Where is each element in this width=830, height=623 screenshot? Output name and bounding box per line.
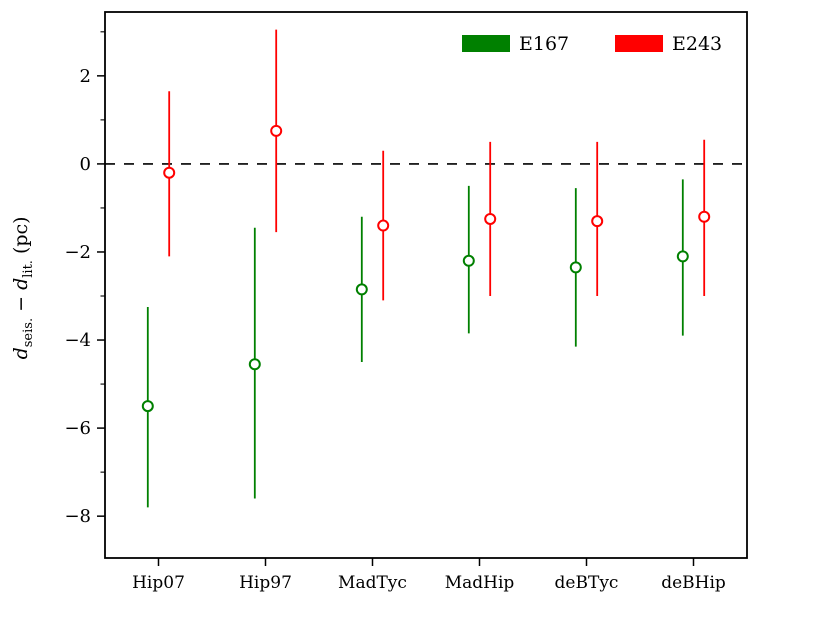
marker-E243-MadHip [484, 212, 497, 225]
marker-E167-MadTyc [355, 283, 368, 296]
marker-E243-Hip97 [270, 124, 283, 137]
axes-border [104, 11, 748, 559]
y-tick-label: −2 [64, 242, 91, 263]
y-tick-label: −4 [64, 330, 91, 351]
marker-E167-deBHip [676, 250, 689, 263]
y-tick-label: −8 [64, 506, 91, 527]
series-E243 [163, 29, 711, 301]
marker-E167-deBTyc [569, 261, 582, 274]
y-tick-label: 2 [80, 66, 91, 87]
marker-E243-Hip07 [163, 166, 176, 179]
x-tick-label-Hip07: Hip07 [132, 573, 185, 593]
legend-label-E167: E167 [519, 33, 569, 55]
marker-E167-Hip97 [248, 358, 261, 371]
marker-E243-deBTyc [591, 215, 604, 228]
x-tick-label-deBTyc: deBTyc [555, 573, 619, 593]
x-tick-label-MadTyc: MadTyc [338, 573, 407, 593]
legend-swatch-E167 [462, 35, 510, 52]
legend-swatch-E243 [615, 35, 663, 52]
series-E167 [141, 179, 689, 508]
legend-item-E243: E243 [615, 33, 722, 55]
legend-item-E167: E167 [462, 33, 569, 55]
y-axis-label: dseis. − dlit. (pc) [10, 216, 36, 360]
marker-E243-MadTyc [377, 219, 390, 232]
marker-E243-deBHip [698, 210, 711, 223]
x-tick-label-deBHip: deBHip [661, 573, 726, 593]
marker-E167-MadHip [462, 254, 475, 267]
y-tick-label: −6 [64, 418, 91, 439]
y-tick-label: 0 [80, 154, 91, 175]
x-tick-label-MadHip: MadHip [445, 573, 515, 593]
legend-label-E243: E243 [672, 33, 722, 55]
x-tick-label-Hip97: Hip97 [239, 573, 292, 593]
legend: E167 E243 [462, 33, 722, 55]
marker-E167-Hip07 [141, 400, 154, 413]
